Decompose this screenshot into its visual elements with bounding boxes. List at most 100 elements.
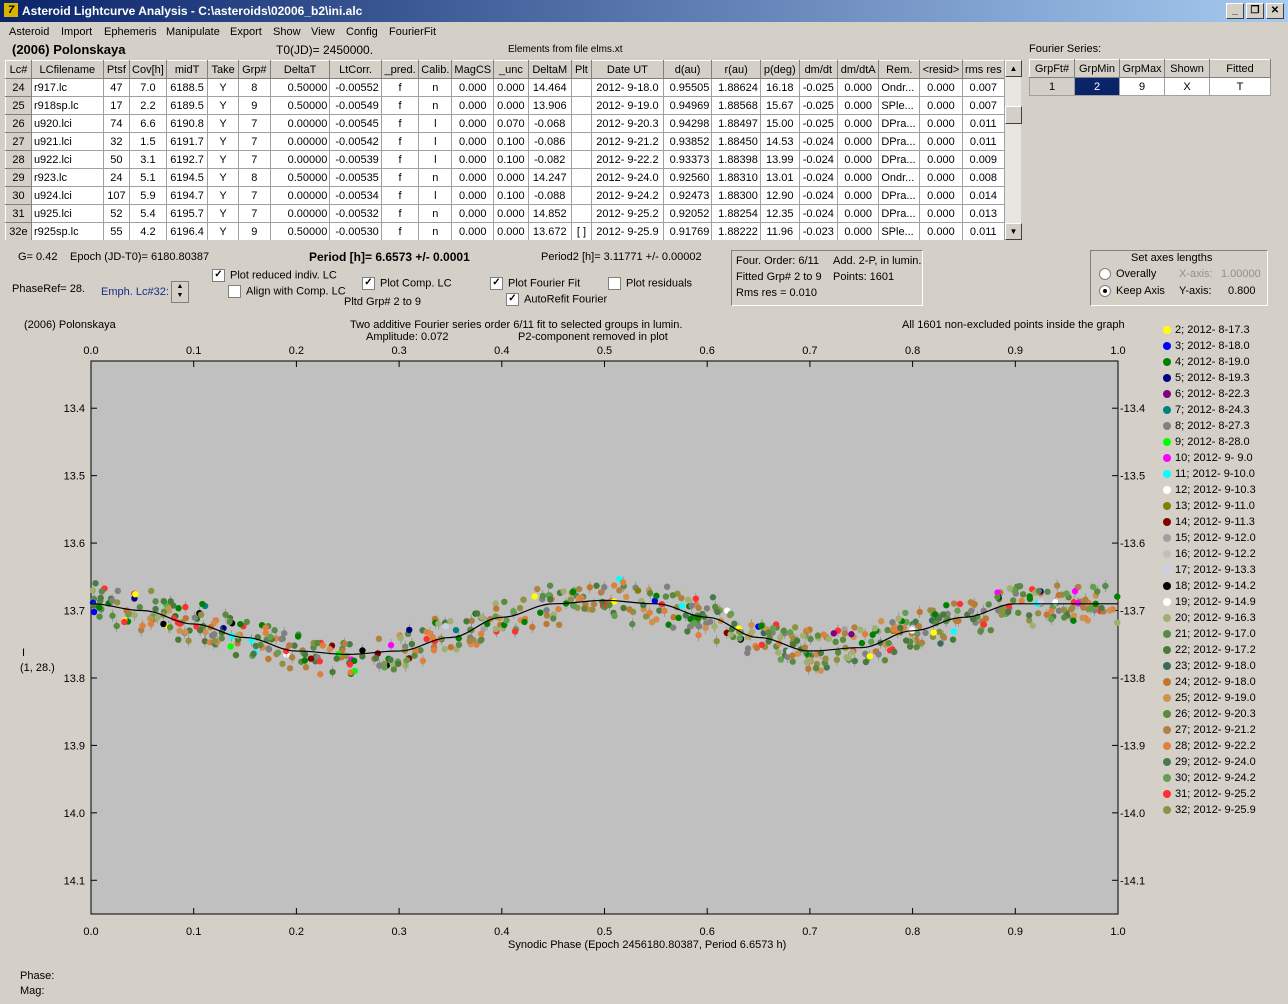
overally-radio[interactable]: Overally <box>1099 268 1156 281</box>
lc-cell[interactable]: n <box>418 168 453 187</box>
lc-cell[interactable]: 7.0 <box>129 78 167 97</box>
lc-cell[interactable]: 0.000 <box>837 168 880 187</box>
lc-cell[interactable]: 6195.7 <box>165 204 209 223</box>
lc-cell[interactable]: Y <box>207 78 239 97</box>
fourier-cell[interactable]: 9 <box>1119 77 1165 96</box>
lc-column-header[interactable]: r(au) <box>711 60 761 79</box>
lc-cell[interactable]: n <box>418 222 453 240</box>
lc-cell[interactable]: l <box>418 186 453 205</box>
lc-cell[interactable]: 32 <box>102 132 131 151</box>
lc-cell[interactable]: -0.00552 <box>329 78 382 97</box>
lc-column-header[interactable]: d(au) <box>662 60 713 79</box>
fourier-column-header[interactable]: GrpMax <box>1119 59 1165 78</box>
lc-cell[interactable]: 2012- 9-24.2 <box>591 186 664 205</box>
fourier-column-header[interactable]: GrpMin <box>1074 59 1120 78</box>
lc-cell[interactable]: 52 <box>102 204 131 223</box>
lc-cell[interactable]: 0.000 <box>837 96 880 115</box>
menu-view[interactable]: View <box>311 26 335 38</box>
lc-cell[interactable]: 0.000 <box>451 186 495 205</box>
lc-cell[interactable]: 0.92052 <box>662 204 713 223</box>
lc-cell[interactable]: 9 <box>237 96 271 115</box>
lc-cell[interactable]: u922.lci <box>30 150 104 169</box>
fourier-column-header[interactable]: Fitted <box>1209 59 1271 78</box>
lc-cell[interactable]: f <box>380 204 420 223</box>
lc-cell[interactable]: 0.000 <box>451 96 495 115</box>
lc-cell[interactable]: 13.906 <box>527 96 572 115</box>
xaxis-value[interactable]: 1.00000 <box>1221 268 1261 280</box>
lc-cell[interactable]: 2.2 <box>129 96 167 115</box>
lc-cell[interactable]: -0.082 <box>527 150 572 169</box>
lc-column-header[interactable]: Ptsf <box>102 60 131 79</box>
lc-cell[interactable]: 0.100 <box>493 186 529 205</box>
lc-cell[interactable]: -0.00545 <box>329 114 382 133</box>
lc-cell[interactable]: 1.88497 <box>711 114 761 133</box>
lc-cell[interactable]: 15.67 <box>759 96 800 115</box>
lc-cell[interactable]: 12.90 <box>759 186 800 205</box>
lc-cell[interactable]: 107 <box>102 186 131 205</box>
lc-cell[interactable]: 0.00000 <box>269 132 331 151</box>
lc-cell[interactable]: 1.88568 <box>711 96 761 115</box>
lc-cell[interactable]: 11.96 <box>759 222 800 240</box>
lc-column-header[interactable]: DeltaM <box>527 60 572 79</box>
lc-table-row[interactable]: 28 u922.lci 50 3.1 6192.7 Y 7 0.00000 -0.00539 f l… <box>5 150 1005 169</box>
minimize-button[interactable]: _ <box>1226 3 1244 19</box>
lc-cell[interactable]: -0.00542 <box>329 132 382 151</box>
lc-cell[interactable]: DPra... <box>878 150 921 169</box>
lc-cell[interactable]: -0.00530 <box>329 222 382 240</box>
lc-cell[interactable]: -0.00534 <box>329 186 382 205</box>
lc-cell[interactable]: Y <box>207 132 239 151</box>
lc-cell[interactable]: Y <box>207 114 239 133</box>
lc-cell[interactable]: 6196.4 <box>165 222 209 240</box>
lc-cell[interactable]: f <box>380 186 420 205</box>
lc-column-header[interactable]: Date UT <box>591 60 664 79</box>
lc-cell[interactable]: 16.18 <box>759 78 800 97</box>
lc-cell[interactable]: 6188.5 <box>165 78 209 97</box>
row-header[interactable]: 32e <box>5 222 32 240</box>
lc-cell[interactable]: 0.000 <box>451 114 495 133</box>
menu-ephemeris[interactable]: Ephemeris <box>104 26 157 38</box>
fourier-cell[interactable]: X <box>1164 77 1210 96</box>
fourier-cell[interactable]: 1 <box>1029 77 1075 96</box>
lc-cell[interactable]: f <box>380 150 420 169</box>
lc-cell[interactable]: 13.672 <box>527 222 572 240</box>
lc-cell[interactable]: 4.2 <box>129 222 167 240</box>
lc-cell[interactable]: u924.lci <box>30 186 104 205</box>
lc-cell[interactable]: u921.lci <box>30 132 104 151</box>
menu-show[interactable]: Show <box>273 26 301 38</box>
lc-cell[interactable]: -0.00539 <box>329 150 382 169</box>
lc-cell[interactable]: 2012- 9-25.2 <box>591 204 664 223</box>
lc-cell[interactable]: l <box>418 114 453 133</box>
lc-cell[interactable]: 50 <box>102 150 131 169</box>
lc-cell[interactable]: 0.000 <box>837 150 880 169</box>
plot-fourier-checkbox[interactable]: ✓ Plot Fourier Fit <box>490 277 580 290</box>
lc-cell[interactable]: 0.007 <box>961 96 1005 115</box>
scroll-down-icon[interactable]: ▼ <box>1005 223 1022 240</box>
lc-cell[interactable]: SPle... <box>878 96 921 115</box>
lc-cell[interactable]: 13.01 <box>759 168 800 187</box>
lc-cell[interactable]: n <box>418 78 453 97</box>
lc-column-header[interactable]: Rem. <box>878 60 921 79</box>
lc-cell[interactable]: 0.000 <box>837 132 880 151</box>
scroll-thumb[interactable] <box>1005 106 1022 124</box>
lc-cell[interactable]: 1.88310 <box>711 168 761 187</box>
lc-table-row[interactable]: 31 u925.lci 52 5.4 6195.7 Y 7 0.00000 -0.00532 f n… <box>5 204 1005 223</box>
lc-cell[interactable]: 7 <box>237 114 271 133</box>
lc-column-header[interactable]: dm/dtA <box>837 60 880 79</box>
lc-cell[interactable]: DPra... <box>878 114 921 133</box>
lc-column-header[interactable]: Take <box>207 60 239 79</box>
lc-cell[interactable]: 0.000 <box>451 168 495 187</box>
plot-residuals-checkbox[interactable]: Plot residuals <box>608 277 692 290</box>
lc-cell[interactable]: 1.88450 <box>711 132 761 151</box>
lc-cell[interactable]: Y <box>207 168 239 187</box>
lc-cell[interactable]: 0.92473 <box>662 186 713 205</box>
yaxis-value[interactable]: 0.800 <box>1228 285 1256 297</box>
lc-cell[interactable]: -0.068 <box>527 114 572 133</box>
lc-cell[interactable]: f <box>380 114 420 133</box>
lc-cell[interactable]: r925sp.lc <box>30 222 104 240</box>
lc-cell[interactable]: 0.014 <box>961 186 1005 205</box>
lc-cell[interactable]: 0.070 <box>493 114 529 133</box>
lc-cell[interactable]: Y <box>207 222 239 240</box>
lc-cell[interactable]: Ondr... <box>878 168 921 187</box>
lc-cell[interactable] <box>570 168 593 187</box>
lc-cell[interactable]: 5.9 <box>129 186 167 205</box>
